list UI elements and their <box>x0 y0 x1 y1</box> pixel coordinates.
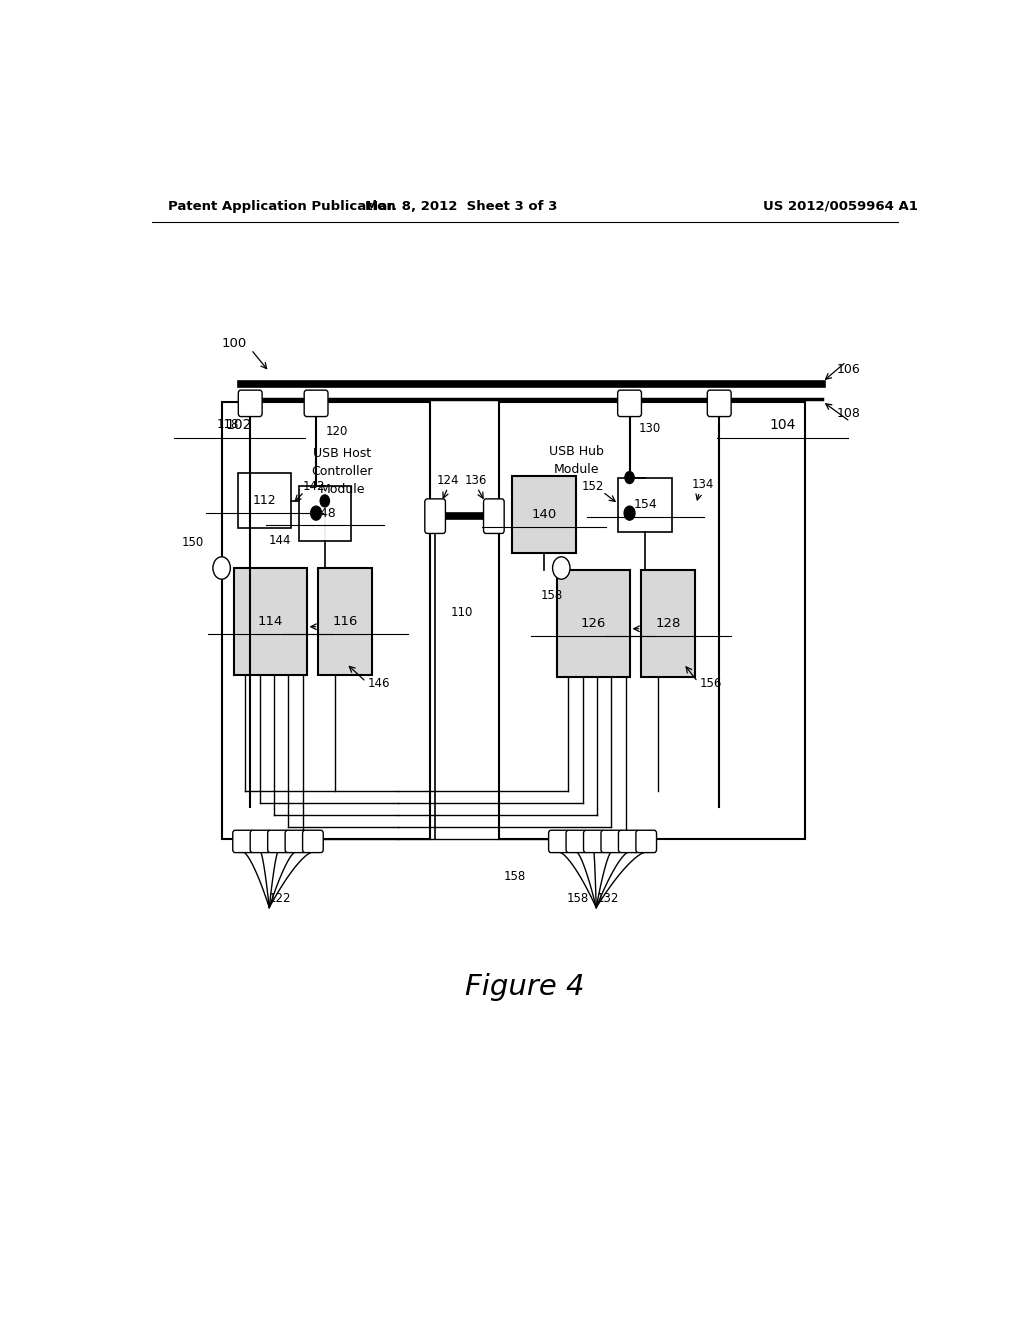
Text: 126: 126 <box>581 616 606 630</box>
Text: 102: 102 <box>226 417 252 432</box>
FancyBboxPatch shape <box>425 499 445 533</box>
Text: 158: 158 <box>567 892 589 906</box>
Circle shape <box>553 557 570 579</box>
Text: 118: 118 <box>217 417 240 430</box>
Bar <box>238 474 292 528</box>
Text: USB Host
Controller
Module: USB Host Controller Module <box>311 447 373 496</box>
Circle shape <box>624 506 635 520</box>
Bar <box>318 568 373 675</box>
FancyBboxPatch shape <box>304 391 328 417</box>
Bar <box>618 478 673 532</box>
Text: 110: 110 <box>451 606 473 619</box>
Text: 122: 122 <box>269 892 292 906</box>
Text: 100: 100 <box>221 337 247 350</box>
FancyBboxPatch shape <box>483 499 504 533</box>
Bar <box>299 486 351 541</box>
Bar <box>233 568 306 675</box>
Circle shape <box>213 557 230 579</box>
Text: 156: 156 <box>699 677 722 690</box>
FancyBboxPatch shape <box>708 391 731 417</box>
Text: 136: 136 <box>465 474 486 487</box>
Text: 150: 150 <box>182 536 204 549</box>
Text: Figure 4: Figure 4 <box>465 973 585 1001</box>
FancyBboxPatch shape <box>239 391 262 417</box>
FancyBboxPatch shape <box>566 830 587 853</box>
Text: 106: 106 <box>837 363 860 376</box>
Bar <box>221 403 430 840</box>
Text: 158: 158 <box>504 870 525 883</box>
Text: 152: 152 <box>582 479 604 492</box>
Circle shape <box>321 495 330 507</box>
FancyBboxPatch shape <box>303 830 324 853</box>
Text: US 2012/0059964 A1: US 2012/0059964 A1 <box>763 199 918 213</box>
Text: 108: 108 <box>837 408 860 420</box>
FancyBboxPatch shape <box>601 830 622 853</box>
Text: USB Hub
Module: USB Hub Module <box>549 445 604 475</box>
Text: 144: 144 <box>269 533 292 546</box>
Text: 132: 132 <box>597 892 620 906</box>
Circle shape <box>625 471 634 483</box>
Bar <box>641 570 695 677</box>
Text: 128: 128 <box>655 616 681 630</box>
FancyBboxPatch shape <box>617 391 641 417</box>
FancyBboxPatch shape <box>584 830 604 853</box>
Text: 154: 154 <box>634 499 657 511</box>
Text: 124: 124 <box>436 474 459 487</box>
Text: 114: 114 <box>257 615 283 628</box>
Text: 120: 120 <box>326 425 348 438</box>
Text: 140: 140 <box>531 508 556 520</box>
Text: 142: 142 <box>303 479 325 492</box>
Text: 104: 104 <box>769 417 796 432</box>
FancyBboxPatch shape <box>549 830 569 853</box>
Text: 146: 146 <box>368 677 390 690</box>
Bar <box>500 403 805 840</box>
Text: 116: 116 <box>333 615 358 628</box>
Text: 130: 130 <box>639 422 662 434</box>
Bar <box>557 570 630 677</box>
Text: 134: 134 <box>691 478 714 491</box>
FancyBboxPatch shape <box>285 830 306 853</box>
Bar <box>512 475 575 553</box>
Text: Patent Application Publication: Patent Application Publication <box>168 199 395 213</box>
FancyBboxPatch shape <box>618 830 639 853</box>
Text: 158: 158 <box>541 589 563 602</box>
FancyBboxPatch shape <box>232 830 253 853</box>
FancyBboxPatch shape <box>636 830 656 853</box>
Text: 148: 148 <box>313 507 337 520</box>
Circle shape <box>310 506 322 520</box>
FancyBboxPatch shape <box>250 830 270 853</box>
Text: 112: 112 <box>253 495 276 507</box>
FancyBboxPatch shape <box>267 830 289 853</box>
Text: Mar. 8, 2012  Sheet 3 of 3: Mar. 8, 2012 Sheet 3 of 3 <box>366 199 557 213</box>
